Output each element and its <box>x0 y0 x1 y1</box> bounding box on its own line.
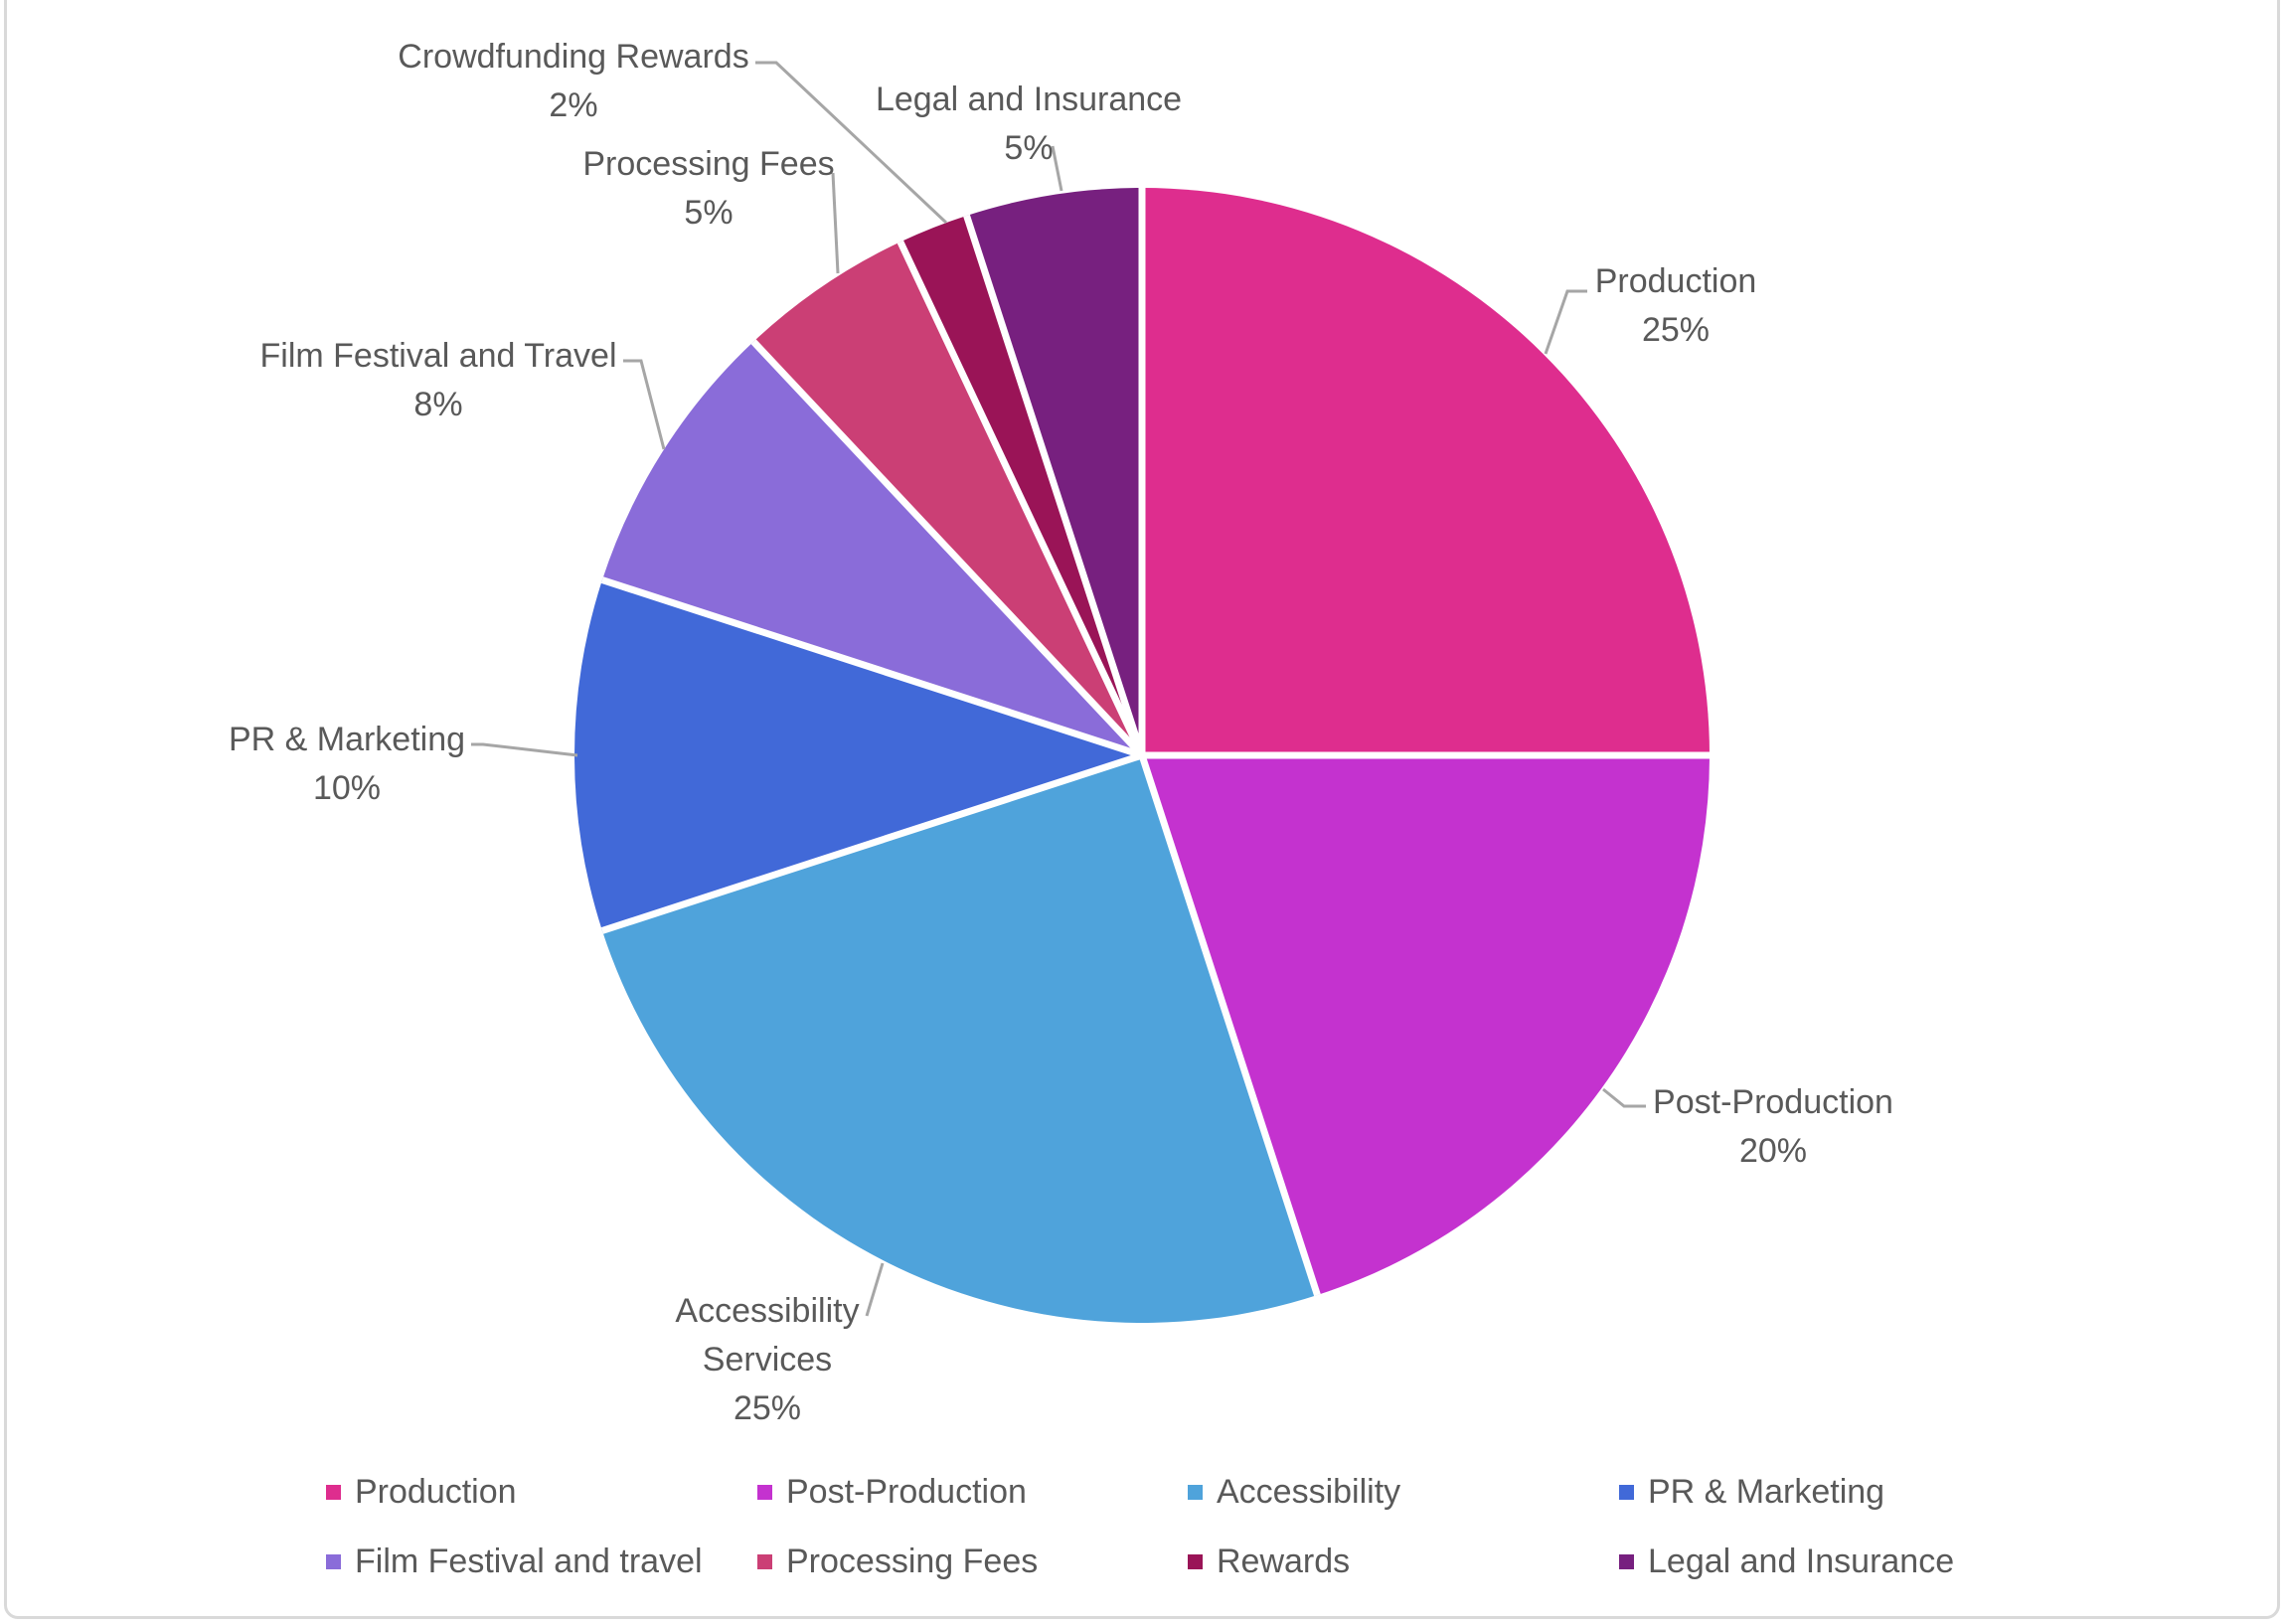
leader-line-film-festival-and-travel <box>623 359 666 450</box>
legend-item-film-festival-and-travel[interactable]: Film Festival and travel <box>326 1544 703 1578</box>
slice-label-line: PR & Marketing <box>228 721 466 758</box>
leader-line-processing-fees <box>831 172 840 274</box>
slice-label-line: 25% <box>1641 311 1711 349</box>
slice-label-line: Services <box>702 1341 833 1379</box>
slice-label-line: Crowdfunding Rewards <box>398 38 749 76</box>
slice-separator <box>1138 753 1321 1297</box>
pie-slice-pr-and-marketing[interactable] <box>574 579 1142 931</box>
legend-item-pr-and-marketing[interactable]: PR & Marketing <box>1619 1475 1884 1509</box>
slice-label-crowdfunding-rewards: Crowdfunding Rewards 2% <box>398 33 748 130</box>
slice-label-pr-and-marketing: PR & Marketing 10% <box>229 716 465 813</box>
leader-line-crowdfunding-rewards <box>755 61 948 225</box>
slice-label-legal-and-insurance: Legal and Insurance 5% <box>876 76 1182 173</box>
leader-lines <box>471 61 1646 1317</box>
slice-separator <box>897 240 1146 757</box>
slice-separator <box>600 751 1144 934</box>
slice-label-line: Film Festival and Travel <box>259 337 617 375</box>
slice-label-line: Post-Production <box>1653 1083 1893 1121</box>
legend-item-label: Post-Production <box>786 1473 1027 1511</box>
leader-line-production <box>1544 289 1587 355</box>
legend-item-label: Rewards <box>1217 1543 1351 1580</box>
legend-item-processing-fees[interactable]: Processing Fees <box>757 1544 1038 1578</box>
slice-label-accessibility-services: Accessibility Services 25% <box>675 1287 859 1433</box>
pie-slice-film-festival-and-travel[interactable] <box>601 341 1142 755</box>
pie-slice-production[interactable] <box>1142 188 1710 755</box>
slice-separator <box>963 214 1146 757</box>
legend-item-label: Film Festival and travel <box>355 1543 703 1580</box>
legend-marker-icon <box>326 1484 341 1500</box>
legend-item-label: Processing Fees <box>786 1543 1039 1580</box>
slice-label-line: Production <box>1594 262 1757 300</box>
legend-marker-icon <box>1188 1553 1203 1569</box>
legend-item-post-production[interactable]: Post-Production <box>757 1475 1027 1509</box>
slice-separator <box>600 576 1144 759</box>
slice-label-film-festival-and-travel: Film Festival and Travel 8% <box>260 332 617 429</box>
pie-slice-post-production[interactable] <box>1142 755 1710 1296</box>
leader-line-accessibility-services <box>865 1262 885 1317</box>
pie-slice-processing-fees[interactable] <box>753 242 1142 756</box>
slice-label-line: 2% <box>549 86 598 124</box>
legend-item-production[interactable]: Production <box>326 1475 517 1509</box>
leader-line-pr-and-marketing <box>471 742 578 757</box>
slice-label-line: Legal and Insurance <box>875 81 1183 118</box>
pie-slice-accessibility-services[interactable] <box>601 755 1318 1323</box>
slice-label-production: Production 25% <box>1595 257 1757 355</box>
legend-marker-icon <box>1619 1484 1634 1500</box>
slice-label-processing-fees: Processing Fees 5% <box>582 140 834 238</box>
slice-separator <box>750 339 1145 758</box>
leader-line-legal-and-insurance <box>1051 145 1063 192</box>
legend-marker-icon <box>1619 1553 1634 1569</box>
legend-item-label: PR & Marketing <box>1648 1473 1885 1511</box>
legend-item-legal-and-insurance[interactable]: Legal and Insurance <box>1619 1544 1954 1578</box>
slice-label-line: Processing Fees <box>582 145 835 183</box>
legend-item-rewards[interactable]: Rewards <box>1188 1544 1350 1578</box>
pie-slices <box>574 188 1710 1323</box>
legend-marker-icon <box>757 1553 772 1569</box>
slice-label-post-production: Post-Production 20% <box>1653 1078 1893 1176</box>
slice-label-line: 25% <box>733 1389 802 1427</box>
legend-marker-icon <box>326 1553 341 1569</box>
legend-item-label: Production <box>355 1473 517 1511</box>
slice-label-line: 5% <box>684 194 734 232</box>
legend-item-accessibility[interactable]: Accessibility <box>1188 1475 1400 1509</box>
slice-label-line: 10% <box>312 769 382 807</box>
slice-label-line: 20% <box>1738 1132 1808 1170</box>
legend-marker-icon <box>757 1484 772 1500</box>
legend-marker-icon <box>1188 1484 1203 1500</box>
legend-item-label: Legal and Insurance <box>1648 1543 1955 1580</box>
leader-line-post-production <box>1602 1087 1646 1108</box>
slice-label-line: 8% <box>413 386 463 423</box>
slice-label-line: Accessibility <box>675 1292 860 1330</box>
slice-label-line: 5% <box>1004 129 1054 167</box>
legend-item-label: Accessibility <box>1217 1473 1401 1511</box>
